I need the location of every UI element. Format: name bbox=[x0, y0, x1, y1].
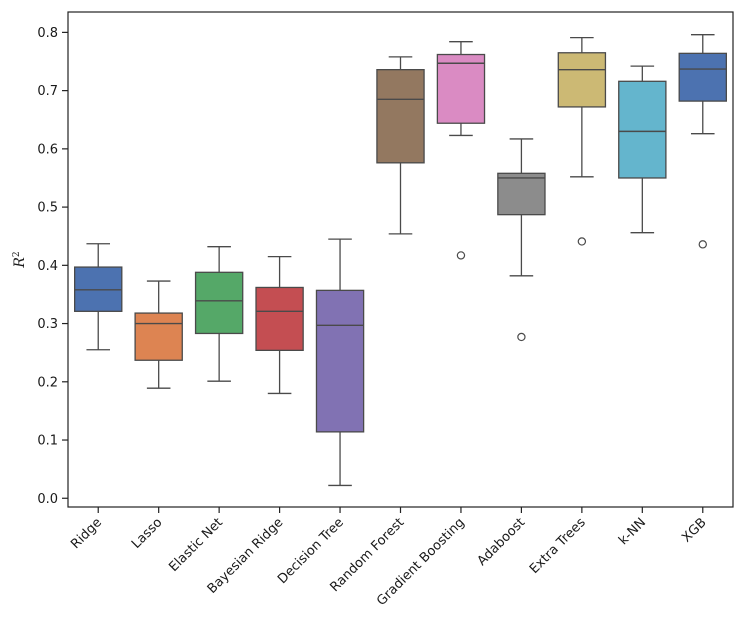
iqr-box-decision-tree bbox=[315, 289, 365, 433]
x-tick-label-adaboost: Adaboost bbox=[475, 515, 529, 569]
y-tick-label-5: 0.5 bbox=[37, 201, 58, 216]
iqr-box-gradient-boosting bbox=[436, 53, 486, 124]
outlier-xgb-0 bbox=[698, 240, 707, 249]
iqr-box-adaboost bbox=[497, 172, 546, 216]
iqr-box-random-forest bbox=[376, 69, 425, 164]
y-axis-label-superscript: 2 bbox=[12, 251, 22, 257]
box-lasso bbox=[134, 280, 183, 389]
iqr-box-xgb bbox=[678, 52, 727, 102]
iqr-box-elastic-net bbox=[194, 271, 244, 335]
box-elastic-net bbox=[194, 246, 244, 382]
outlier-extra-trees-0 bbox=[577, 237, 587, 246]
y-axis-label-base: R bbox=[12, 257, 28, 269]
y-tick-label-6: 0.6 bbox=[37, 142, 58, 157]
x-tick-label-lasso: Lasso bbox=[129, 515, 166, 552]
iqr-box-lasso bbox=[134, 312, 183, 361]
y-tick-label-4: 0.4 bbox=[37, 259, 58, 274]
box-bayesian-ridge bbox=[255, 255, 304, 395]
y-tick-label-0: 0.0 bbox=[37, 492, 58, 507]
x-tick-label-extra-trees: Extra Trees bbox=[527, 515, 589, 577]
y-axis: 0.0 0.1 0.2 0.3 0.4 0.5 0.6 0.7 0.8 bbox=[37, 26, 68, 507]
box-series bbox=[74, 34, 727, 487]
box-decision-tree bbox=[315, 238, 365, 487]
box-random-forest bbox=[376, 56, 425, 235]
iqr-box-bayesian-ridge bbox=[255, 286, 304, 351]
box-gradient-boosting bbox=[436, 41, 486, 260]
plot-frame bbox=[67, 11, 734, 508]
x-tick-label-k-nn: k-NN bbox=[616, 515, 649, 548]
box-xgb bbox=[678, 34, 727, 249]
iqr-box-extra-trees bbox=[557, 52, 607, 108]
x-tick-label-xgb: XGB bbox=[679, 515, 709, 545]
box-k-nn bbox=[618, 65, 667, 234]
iqr-box-k-nn bbox=[618, 80, 667, 179]
x-tick-label-elastic-net: Elastic Net bbox=[166, 515, 226, 575]
box-extra-trees bbox=[557, 36, 607, 246]
outlier-adaboost-0 bbox=[517, 332, 526, 342]
y-tick-label-3: 0.3 bbox=[37, 317, 58, 332]
box-adaboost bbox=[497, 138, 546, 342]
x-tick-label-ridge: Ridge bbox=[68, 515, 105, 552]
y-tick-label-1: 0.1 bbox=[37, 434, 58, 449]
y-tick-label-2: 0.2 bbox=[37, 375, 58, 390]
y-tick-label-7: 0.7 bbox=[37, 84, 58, 99]
y-axis-label: R2 bbox=[12, 251, 28, 268]
y-tick-label-8: 0.8 bbox=[37, 26, 58, 41]
box-ridge bbox=[74, 243, 123, 351]
outlier-gradient-boosting-0 bbox=[456, 251, 466, 260]
